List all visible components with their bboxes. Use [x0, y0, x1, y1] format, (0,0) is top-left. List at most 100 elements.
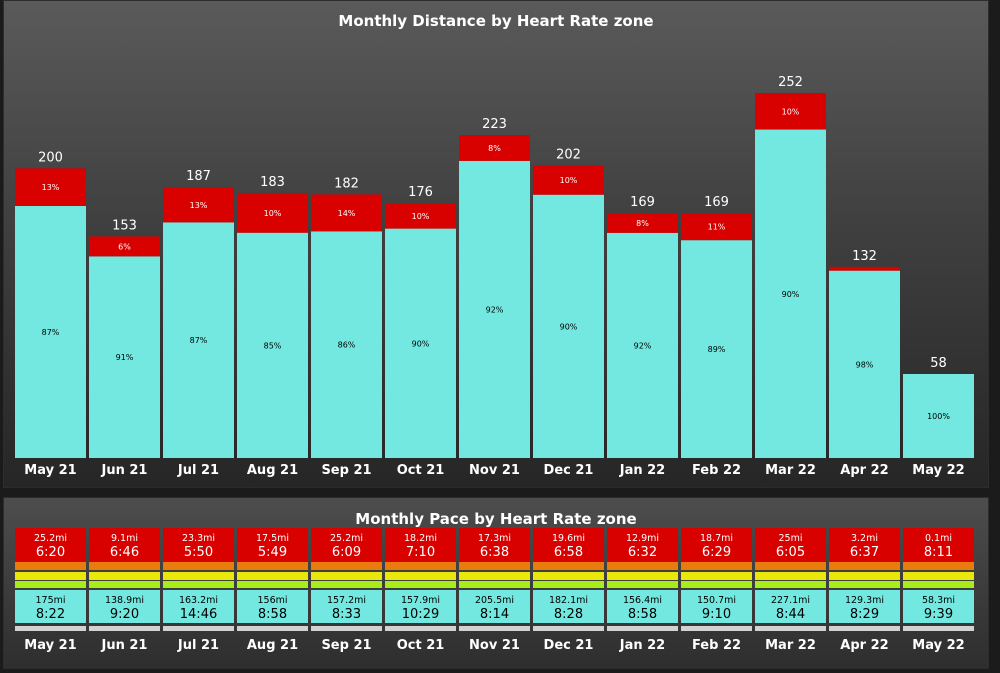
pace-month-label-5: Oct 21 [397, 638, 445, 653]
zone-strip-yellow-1 [89, 572, 160, 580]
bar-total-label-11: 132 [852, 249, 877, 264]
pace-high-zone-pace-0: 6:20 [36, 545, 65, 560]
distance-chart: 87% 13% 200 May 21 91% 6% 153 Jun 21 87% 13% 187 Ju… [15, 75, 974, 478]
bar-low-zone-4 [311, 231, 382, 458]
pace-low-zone-pace-6: 8:14 [480, 607, 509, 622]
bar-high-zone-1 [89, 236, 160, 257]
pace-month-label-4: Sep 21 [321, 638, 371, 653]
bar-high-zone-2 [163, 187, 234, 223]
bar-low-zone-12 [903, 374, 974, 458]
zone-strip-grey-11 [829, 626, 900, 631]
pace-high-zone-pace-11: 6:37 [850, 545, 879, 560]
pace-high-zone-pace-7: 6:58 [554, 545, 583, 560]
zone-strip-grey-4 [311, 626, 382, 631]
pace-month-label-2: Jul 21 [177, 638, 219, 653]
zone-strip-yellow-6 [459, 572, 530, 580]
pace-month-label-12: May 22 [912, 638, 964, 653]
x-tick-label-8: Jan 22 [619, 463, 665, 478]
pace-low-zone-distance-12: 58.3mi [922, 595, 955, 606]
pace-high-zone-distance-8: 12.9mi [626, 533, 659, 544]
x-tick-label-6: Nov 21 [469, 463, 520, 478]
zone-strip-green-12 [903, 581, 974, 588]
pace-low-zone-distance-7: 182.1mi [549, 595, 588, 606]
zone-strip-grey-6 [459, 626, 530, 631]
bar-high-zone-percent-1: 6% [118, 242, 131, 251]
bar-high-zone-percent-4: 14% [338, 209, 356, 218]
bar-total-label-0: 200 [38, 150, 63, 165]
zone-strip-green-10 [755, 581, 826, 588]
zone-strip-yellow-2 [163, 572, 234, 580]
bar-total-label-2: 187 [186, 169, 211, 184]
pace-month-label-1: Jun 21 [101, 638, 148, 653]
pace-high-zone-cell-4 [311, 528, 382, 561]
bar-high-zone-6 [459, 135, 530, 161]
bar-total-label-6: 223 [482, 117, 507, 132]
pace-high-zone-distance-6: 17.3mi [478, 533, 511, 544]
bar-high-zone-3 [237, 192, 308, 233]
zone-strip-grey-3 [237, 626, 308, 631]
zone-strip-grey-8 [607, 626, 678, 631]
pace-high-zone-pace-5: 7:10 [406, 545, 435, 560]
pace-high-zone-pace-10: 6:05 [776, 545, 805, 560]
zone-strip-green-9 [681, 581, 752, 588]
zone-strip-grey-12 [903, 626, 974, 631]
pace-low-zone-pace-11: 8:29 [850, 607, 879, 622]
pace-low-zone-distance-4: 157.2mi [327, 595, 366, 606]
pace-high-zone-distance-4: 25.2mi [330, 533, 363, 544]
bar-high-zone-8 [607, 213, 678, 233]
pace-low-zone-pace-12: 9:39 [924, 607, 953, 622]
pace-low-zone-cell-10 [755, 590, 826, 623]
bar-low-zone-9 [681, 240, 752, 458]
bar-low-zone-2 [163, 222, 234, 458]
bar-high-zone-4 [311, 194, 382, 232]
zone-strip-yellow-10 [755, 572, 826, 580]
pace-low-zone-distance-6: 205.5mi [475, 595, 514, 606]
pace-month-label-3: Aug 21 [247, 638, 298, 653]
bar-low-zone-percent-8: 92% [634, 341, 652, 350]
bar-low-zone-3 [237, 232, 308, 458]
pace-month-label-9: Feb 22 [692, 638, 741, 653]
pace-low-zone-distance-2: 163.2mi [179, 595, 218, 606]
zone-strip-orange-6 [459, 562, 530, 570]
pace-high-zone-pace-1: 6:46 [110, 545, 139, 560]
x-tick-label-9: Feb 22 [692, 463, 741, 478]
bar-high-zone-percent-9: 11% [708, 223, 726, 232]
bar-total-label-10: 252 [778, 75, 803, 90]
pace-low-zone-pace-3: 8:58 [258, 607, 287, 622]
pace-high-zone-distance-1: 9.1mi [111, 533, 138, 544]
zone-strip-grey-9 [681, 626, 752, 631]
zone-strip-yellow-7 [533, 572, 604, 580]
pace-high-zone-distance-9: 18.7mi [700, 533, 733, 544]
zone-strip-orange-2 [163, 562, 234, 570]
zone-strip-grey-0 [15, 626, 86, 631]
x-tick-label-0: May 21 [24, 463, 76, 478]
pace-month-label-7: Dec 21 [544, 638, 594, 653]
pace-low-zone-pace-8: 8:58 [628, 607, 657, 622]
pace-low-zone-distance-0: 175mi [35, 595, 65, 606]
zone-strip-orange-12 [903, 562, 974, 570]
bar-low-zone-8 [607, 232, 678, 458]
pace-high-zone-cell-1 [89, 528, 160, 561]
zone-strip-green-2 [163, 581, 234, 588]
pace-high-zone-cell-0 [15, 528, 86, 561]
zone-strip-yellow-5 [385, 572, 456, 580]
zone-strip-yellow-8 [607, 572, 678, 580]
zone-strip-green-3 [237, 581, 308, 588]
bar-high-zone-0 [15, 168, 86, 206]
pace-low-zone-cell-0 [15, 590, 86, 623]
zone-strip-orange-3 [237, 562, 308, 570]
zone-strip-yellow-0 [15, 572, 86, 580]
pace-low-zone-distance-1: 138.9mi [105, 595, 144, 606]
pace-low-zone-cell-9 [681, 590, 752, 623]
pace-low-zone-cell-12 [903, 590, 974, 623]
bar-low-zone-7 [533, 194, 604, 459]
zone-strip-grey-2 [163, 626, 234, 631]
pace-high-zone-cell-11 [829, 528, 900, 561]
x-tick-label-11: Apr 22 [840, 463, 888, 478]
pace-low-zone-cell-5 [385, 590, 456, 623]
pace-month-label-11: Apr 22 [840, 638, 888, 653]
bar-low-zone-percent-1: 91% [116, 353, 134, 362]
pace-high-zone-pace-9: 6:29 [702, 545, 731, 560]
x-tick-label-7: Dec 21 [544, 463, 594, 478]
bar-total-label-1: 153 [112, 218, 137, 233]
